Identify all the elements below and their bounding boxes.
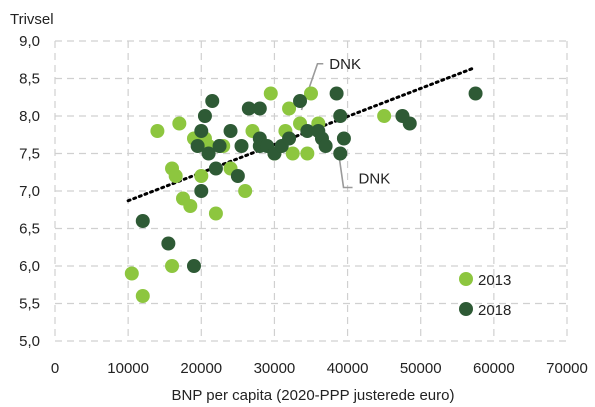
annotation-labels: DNK DNK xyxy=(329,56,390,188)
y-tick-labels: 5,0 5,5 6,0 6,5 7,0 7,5 8,0 8,5 9,0 xyxy=(19,33,40,350)
annotation-label: DNK xyxy=(329,56,361,73)
trendline-group xyxy=(126,67,474,203)
y-tick-label: 5,0 xyxy=(19,333,40,350)
x-tick-label: 50000 xyxy=(400,360,442,377)
point-2018 xyxy=(282,131,297,146)
point-2018 xyxy=(336,131,351,146)
x-tick-label: 30000 xyxy=(254,360,296,377)
point-2013 xyxy=(304,86,318,101)
y-tick-label: 8,5 xyxy=(19,71,40,88)
point-2013 xyxy=(165,259,180,273)
point-2018 xyxy=(293,94,308,108)
y-tick-label: 9,0 xyxy=(19,33,40,50)
point-2018 xyxy=(223,124,238,138)
point-2018 xyxy=(234,139,249,153)
point-2018 xyxy=(201,146,216,161)
point-2018 xyxy=(333,146,348,161)
y-tick-label: 6,5 xyxy=(19,221,40,238)
legend-marker-2013 xyxy=(459,272,473,286)
point-2018 xyxy=(252,101,267,116)
point-2018 xyxy=(230,169,245,183)
y-tick-label: 5,5 xyxy=(19,296,40,313)
point-2018 xyxy=(194,184,209,198)
point-2018 xyxy=(190,139,205,153)
x-tick-label: 60000 xyxy=(473,360,515,377)
point-2013 xyxy=(135,289,150,303)
point-2018 xyxy=(197,109,212,123)
x-tick-label: 40000 xyxy=(327,360,369,377)
point-2018 xyxy=(241,101,256,116)
x-axis-title: BNP per capita (2020-PPP justerede euro) xyxy=(172,387,455,404)
legend-label-2018: 2018 xyxy=(478,302,511,319)
x-tick-label: 10000 xyxy=(107,360,149,377)
point-2013 xyxy=(168,169,183,183)
legend: 2013 2018 xyxy=(459,272,511,319)
point-2018 xyxy=(186,259,201,273)
point-2018 xyxy=(161,236,176,251)
y-tick-label: 6,0 xyxy=(19,258,40,275)
point-2013 xyxy=(124,266,139,281)
point-2018 xyxy=(208,161,223,176)
point-2013 xyxy=(183,199,198,213)
point-2018 xyxy=(468,86,483,101)
trendline xyxy=(126,67,474,203)
point-2018 xyxy=(135,214,150,228)
point-2013 xyxy=(150,124,165,138)
y-tick-label: 8,0 xyxy=(19,108,40,125)
x-tick-label: 70000 xyxy=(546,360,588,377)
point-2018 xyxy=(205,94,220,108)
x-tick-labels: 0 10000 20000 30000 40000 50000 60000 70000 xyxy=(51,360,588,377)
point-2013 xyxy=(194,169,209,183)
point-2018 xyxy=(402,116,417,131)
point-2013 xyxy=(377,109,392,123)
point-2018 xyxy=(318,139,333,153)
legend-label-2013: 2013 xyxy=(478,272,511,289)
x-tick-label: 20000 xyxy=(180,360,222,377)
point-2018 xyxy=(329,86,344,101)
legend-marker-2018 xyxy=(459,302,473,316)
annotation-label: DNK xyxy=(359,171,391,188)
point-2018 xyxy=(333,109,348,123)
point-2018 xyxy=(212,139,227,153)
x-tick-label: 0 xyxy=(51,360,59,377)
point-2013 xyxy=(300,146,315,161)
y-tick-label: 7,5 xyxy=(19,146,40,163)
y-axis-title: Trivsel xyxy=(10,11,54,28)
y-tick-label: 7,0 xyxy=(19,183,40,200)
point-2018 xyxy=(194,124,209,138)
point-2013 xyxy=(238,184,253,198)
point-2013 xyxy=(282,101,297,116)
point-2013 xyxy=(263,86,278,101)
annotation-leader-line xyxy=(338,159,353,189)
data-points xyxy=(124,86,483,303)
gridlines xyxy=(54,40,568,342)
point-2013 xyxy=(208,206,223,221)
point-2013 xyxy=(172,116,187,131)
point-2018 xyxy=(300,124,315,138)
point-2013 xyxy=(285,146,300,161)
